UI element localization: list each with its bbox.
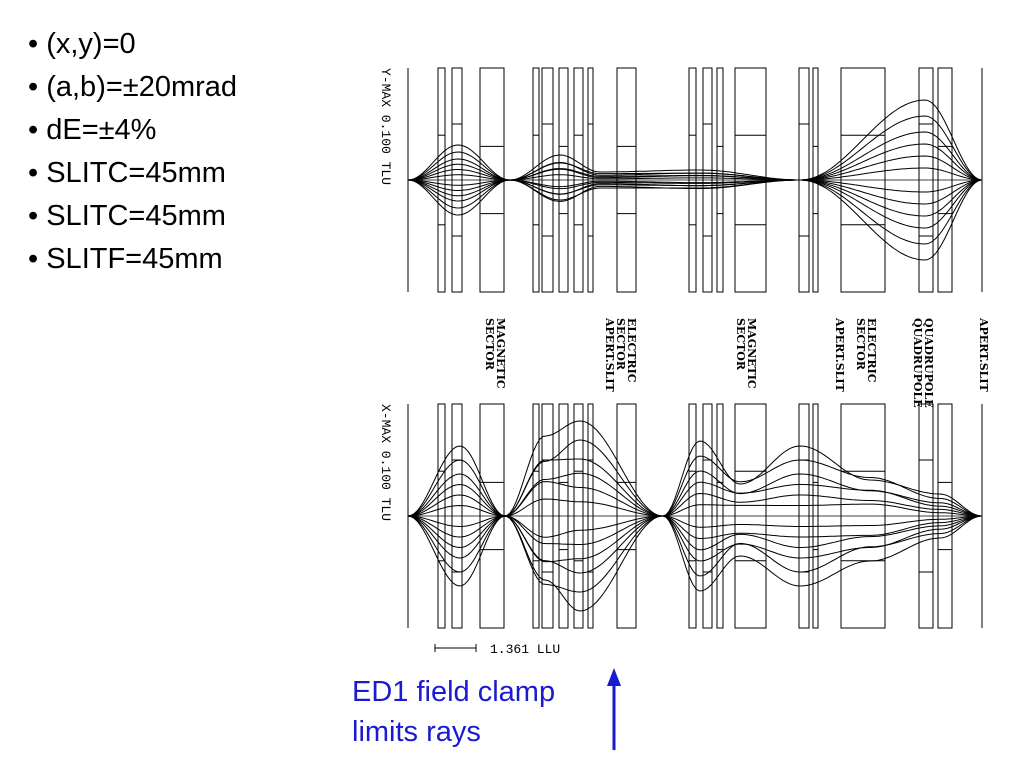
ray-trajectory — [407, 440, 982, 612]
element-label-line: QUADRUPOLE — [911, 318, 924, 408]
element-label-line: MAGNETIC — [745, 318, 758, 389]
ray-trajectory — [407, 179, 982, 217]
parameter-list: (x,y)=0 (a,b)=±20mrad dE=±4% SLITC=45mm … — [28, 26, 237, 284]
element-label-line: SECTOR — [734, 318, 747, 371]
beamline-element — [798, 403, 810, 629]
bullet-item: SLITC=45mm — [28, 155, 237, 198]
beamline-element — [451, 67, 463, 293]
ray-trajectory — [407, 439, 982, 577]
beamline-element — [587, 403, 594, 629]
beamline-element — [734, 67, 767, 293]
beamline-element — [558, 67, 569, 293]
beamline-element — [734, 403, 767, 629]
beamline-element — [532, 403, 540, 629]
beamline-element — [918, 403, 934, 629]
beamline-element — [437, 403, 446, 629]
beamline-element — [437, 67, 446, 293]
beamline-element — [688, 67, 697, 293]
element-label-line: SECTOR — [614, 318, 627, 371]
element-label-line: APERT.SLIT — [977, 317, 990, 393]
up-arrow-icon — [607, 668, 621, 750]
annotation-line-1: ED1 field clamp — [352, 676, 556, 708]
beamline-element — [716, 67, 724, 293]
bullet-item: (a,b)=±20mrad — [28, 69, 237, 112]
x-plane-plot — [407, 403, 983, 629]
y-plane-plot — [407, 67, 983, 293]
ray-trajectory — [407, 143, 982, 181]
beamline-element — [716, 403, 724, 629]
beamline-element — [918, 67, 934, 293]
beamline-element — [937, 403, 953, 629]
beamline-element — [558, 403, 569, 629]
beamline-element — [702, 67, 713, 293]
beamline-element — [573, 67, 584, 293]
element-label-line: APERT.SLIT — [603, 317, 616, 393]
beamline-element — [451, 403, 463, 629]
beamline-element — [587, 67, 594, 293]
element-label-line: QUADRUPOLE — [922, 318, 935, 408]
element-label-line: ELECTRIC — [865, 318, 878, 383]
bullet-item: dE=±4% — [28, 112, 237, 155]
beamline-element — [616, 403, 637, 629]
element-label-line: ELECTRIC — [625, 318, 638, 383]
annotation-line-2: limits rays — [352, 716, 481, 748]
bullet-item: (x,y)=0 — [28, 26, 237, 69]
ray-trajectory — [407, 458, 982, 562]
beamline-element — [702, 403, 713, 629]
ray-trajectory — [407, 420, 982, 592]
element-label-line: APERT.SLIT — [833, 317, 846, 393]
element-label: APERT.SLIT — [977, 317, 990, 393]
scale-bar: 1.361 LLU — [434, 642, 560, 657]
beamline-element — [812, 403, 819, 629]
beamline-element — [573, 403, 584, 629]
beamline-element — [840, 403, 886, 629]
x-axis-label: X-MAX 0.100 TLU — [378, 404, 393, 521]
element-label-line: SECTOR — [483, 318, 496, 371]
beamline-element — [937, 67, 953, 293]
element-label-line: SECTOR — [854, 318, 867, 371]
scale-bar-label: 1.361 LLU — [490, 642, 560, 657]
ray-trajectory — [407, 470, 982, 574]
beamline-element — [840, 67, 886, 293]
element-label-line: MAGNETIC — [494, 318, 507, 389]
beamline-element — [616, 67, 637, 293]
beamline-element — [532, 67, 540, 293]
ray-trajectory — [407, 179, 982, 261]
y-axis-label: Y-MAX 0.100 TLU — [378, 68, 393, 185]
element-label: APERT.SLIT — [833, 317, 846, 393]
ray-trajectory — [407, 472, 982, 551]
ray-trajectory — [407, 179, 982, 245]
bullet-item: SLITF=45mm — [28, 241, 237, 284]
beamline-element — [541, 403, 554, 629]
beamline-element — [541, 67, 554, 293]
ray-trajectory — [407, 99, 982, 181]
beamline-element — [688, 403, 697, 629]
bullet-item: SLITC=45mm — [28, 198, 237, 241]
